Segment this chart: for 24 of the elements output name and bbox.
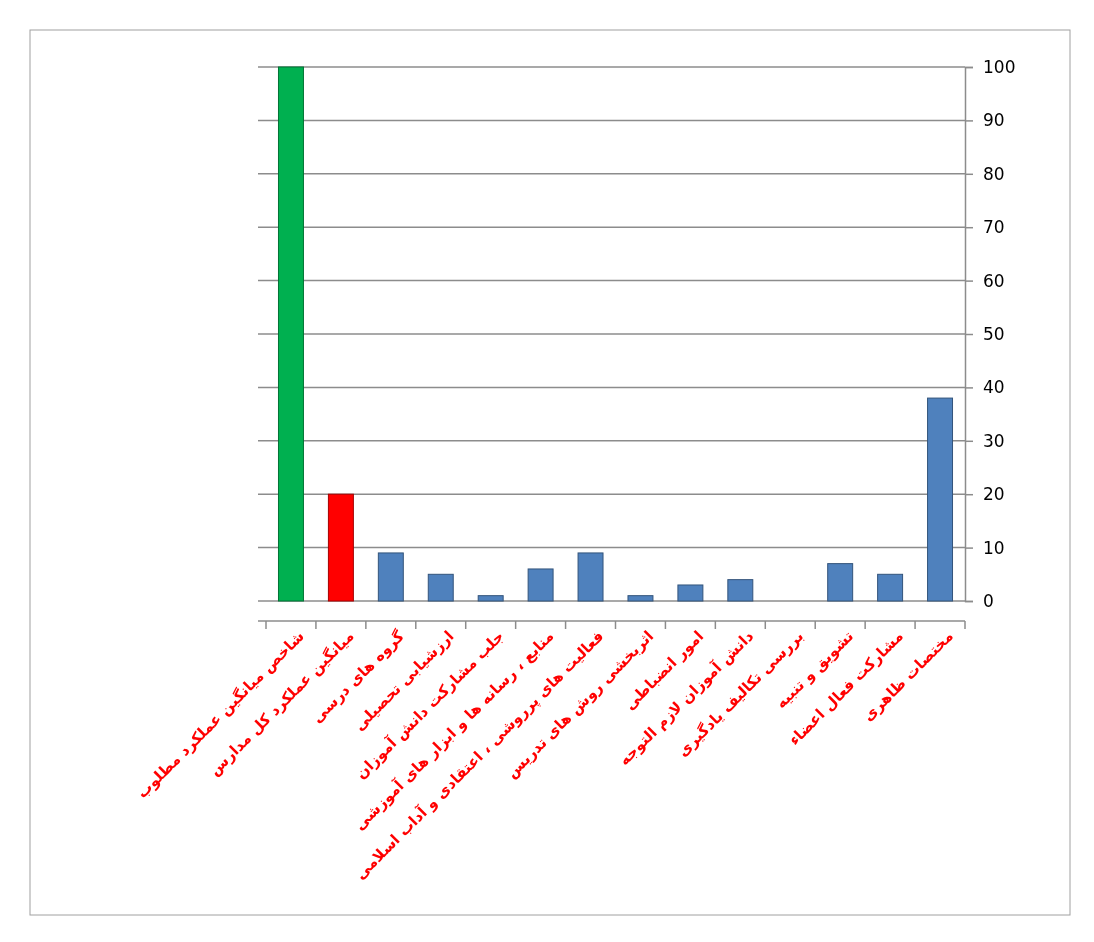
y-tick-label: 90 [983,110,1005,131]
bar [427,573,454,602]
y-tick-label: 40 [983,377,1005,398]
bar [627,595,654,602]
bar [527,568,554,602]
y-tick-label: 30 [983,430,1005,451]
bar [577,552,604,602]
y-tick-label: 70 [983,217,1005,238]
bar [377,552,404,602]
bar [477,595,504,602]
y-tick-label: 20 [983,484,1005,505]
y-tick-label: 50 [983,323,1005,344]
bar [327,493,354,602]
y-tick-label: 0 [983,590,994,611]
y-tick-label: 100 [983,56,1016,77]
y-tick-label: 60 [983,270,1005,291]
bar [827,563,854,602]
bar [277,66,304,602]
bar [877,573,904,602]
bar [727,579,754,602]
y-tick-label: 80 [983,163,1005,184]
y-tick-label: 10 [983,537,1005,558]
bar [677,584,704,602]
bar [927,397,954,602]
